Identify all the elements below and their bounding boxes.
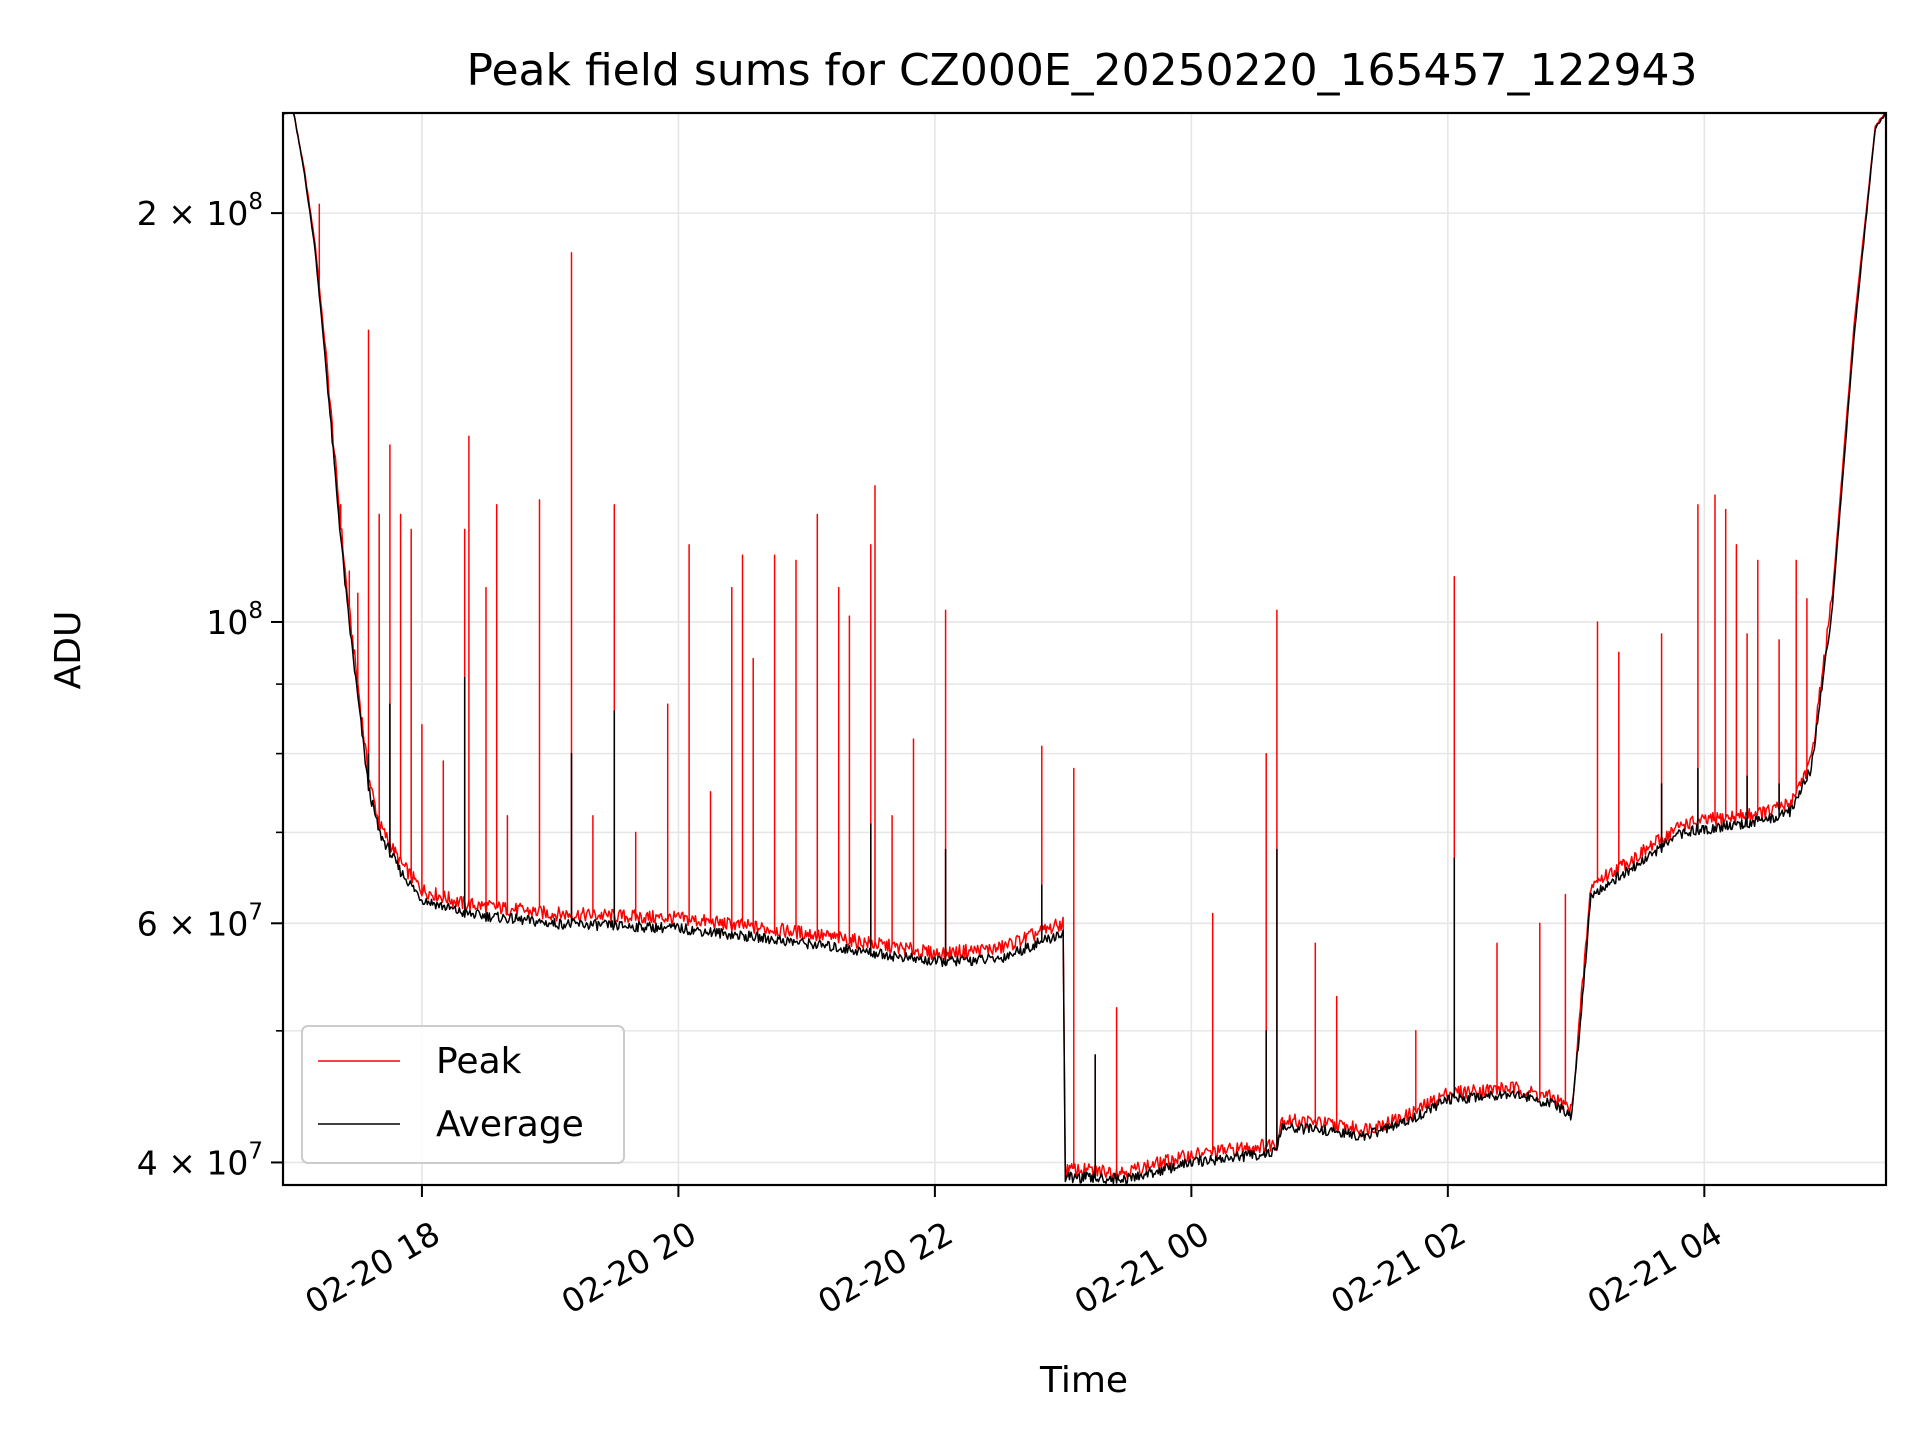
y-tick-label-base: 6 × 10 [137, 904, 249, 943]
series-line-peak [282, 112, 1887, 1180]
y-tick-label-exponent: 8 [248, 598, 263, 624]
y-tick-label-base: 4 × 10 [137, 1143, 249, 1182]
y-tick-label-base: 2 × 10 [137, 194, 249, 233]
legend-label-peak: Peak [436, 1041, 522, 1082]
y-tick-label: 6 × 107 [137, 899, 263, 943]
x-axis-label: Time [1039, 1360, 1128, 1401]
y-tick-label: 108 [206, 598, 263, 642]
y-tick-label-exponent: 8 [248, 189, 263, 215]
legend: Peak Average [301, 1025, 625, 1164]
plot-frame [281, 111, 1888, 1187]
legend-label-average: Average [436, 1104, 584, 1145]
y-tick-label-exponent: 7 [248, 1138, 263, 1164]
chart-title: Peak field sums for CZ000E_20250220_1654… [467, 45, 1698, 96]
series-line-average [282, 112, 1887, 1185]
y-tick-label: 2 × 108 [137, 189, 263, 233]
y-tick-label: 4 × 107 [137, 1138, 263, 1182]
y-tick-label-base: 10 [206, 603, 248, 642]
y-axis-label: ADU [48, 611, 89, 690]
plot-area [282, 112, 1887, 1185]
y-tick-label-exponent: 7 [248, 899, 263, 925]
